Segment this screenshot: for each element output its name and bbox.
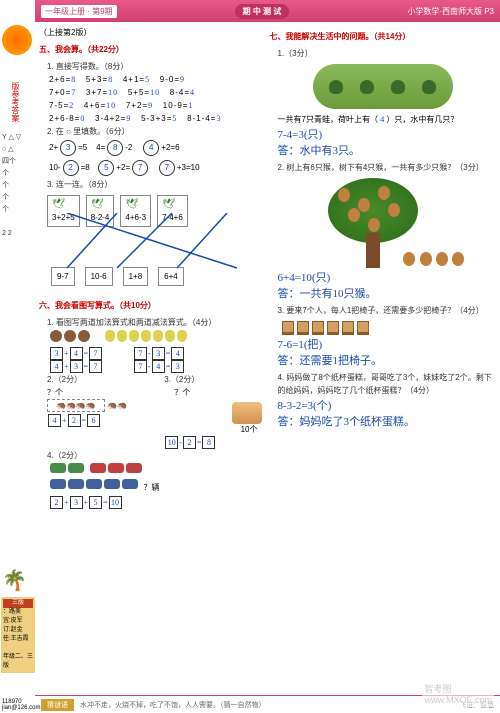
q1-title: 1.（3分） [278, 47, 497, 60]
main-content: 一年级上册 · 第9期 期 中 测 试 小学数学·西南师大版 P3 （上接第2版… [35, 0, 500, 713]
connect-puzzle: 🕊3+2+5🕊8-2-4🕊4+6-3🕊7-4+6 9-710-61+86+4 [39, 195, 266, 295]
q1-calc: 7-4=3(只) [278, 129, 497, 142]
frog-image [313, 64, 453, 109]
header-center: 期 中 测 试 [235, 4, 290, 19]
s5-2-title: 2. 在 ○ 里填数。（6分） [47, 125, 266, 138]
q1-text: 一共有7只青蛙，荷叶上有（ 4 ）只，水中有几只？ [278, 113, 497, 126]
continue-note: （上接第2版） [39, 26, 266, 39]
palm-decoration: 🌴 [2, 568, 27, 593]
q2-answer: 答：一共有10只猴。 [278, 288, 497, 301]
s5-3-title: 3. 连一连。（8分） [47, 178, 266, 191]
footer-label: 猜谜语 [41, 699, 74, 711]
q3-answer: 答：还需要1把椅子。 [278, 355, 497, 368]
s5-1-title: 1. 直接写得数。（8分） [47, 60, 266, 73]
footer-text: 水冲不走，火烧不掉，吃了不饱，人人需要。（猜一自然物） [80, 700, 266, 710]
header-right: 小学数学·西南师大版 P3 [407, 6, 494, 17]
s6-3-title: 3.（2分） [164, 373, 265, 386]
q4-answer: 答：妈妈吃了3个纸杯蛋糕。 [278, 416, 497, 429]
car-rows: ？辆 [49, 462, 266, 494]
page-header: 一年级上册 · 第9期 期 中 测 试 小学数学·西南师大版 P3 [35, 0, 500, 22]
q4-calc: 8-3-2=3(个) [278, 400, 497, 413]
q1-answer: 答：水中有3只。 [278, 145, 497, 158]
s6-1-title: 1. 看图写两道加法算式和两道减法算式。（4分） [47, 316, 266, 329]
circle-fill: 2+3=5 4=8-2 4+2=6 10-2=8 5+2=7 7+3=10 [49, 138, 266, 178]
q4-title: 4. 妈妈做了8个纸杯蛋糕，哥哥吃了3个，妹妹吃了2个。剩下的给妈妈，妈妈吃了几… [278, 371, 497, 397]
section-7-title: 七、我能解决生活中的问题。（共14分） [270, 30, 497, 43]
q2-title: 2. 树上有6只猴，树下有4只猴，一共有多少只猴？（3分） [278, 161, 497, 174]
math-grid: 2+6=8 5+3=8 4+1=5 9-0=9 7+0=7 3+7=10 5+5… [39, 73, 266, 125]
sidebar-ref-label: 版参考答案 [10, 82, 21, 122]
section-5-title: 五、我会算。（共22分） [39, 43, 266, 56]
owl-pear-row [49, 329, 266, 347]
credits-title: 三版 [3, 599, 33, 608]
s6-2-title: 2.（2分） [47, 373, 148, 386]
tree-image [308, 178, 458, 268]
q2-calc: 6+4=10(只) [278, 272, 497, 285]
sidebar-symbols: Y △ ▽ ○ △ 四个 个 个 个 个 2 2 [2, 132, 33, 240]
sun-decoration [2, 25, 32, 55]
sidebar: 版参考答案 Y △ ▽ ○ △ 四个 个 个 个 个 2 2 🌴 三版 ：路美 … [0, 0, 35, 713]
s6-3-image: ？个 10个 [164, 386, 265, 436]
right-column: 七、我能解决生活中的问题。（共14分） 1.（3分） 一共有7只青蛙，荷叶上有（… [270, 26, 497, 691]
q3-title: 3. 要来7个人，每人1把椅子，还需要多少把椅子？（4分） [278, 304, 497, 317]
left-column: （上接第2版） 五、我会算。（共22分） 1. 直接写得数。（8分） 2+6=8… [39, 26, 266, 691]
credits-text: ：路美 宜:皮军 订:赵金 任:王吉霞 年级二、三版 [3, 608, 33, 671]
s6-4-title: 4.（2分） [47, 449, 266, 462]
header-left: 一年级上册 · 第9期 [41, 5, 117, 18]
q3-calc: 7-6=1(把) [278, 339, 497, 352]
credits-box: 三版 ：路美 宜:皮军 订:赵金 任:王吉霞 年级二、三版 [1, 597, 35, 673]
s6-1-answers: 3+4=74+3=7 7-3=47-4=3 [49, 347, 266, 373]
s6-23-row: 2.（2分） ？个 🦔🦔🦔🦔 🦔🦔 4+2=6 3.（2分） ？个 10个 10… [39, 373, 266, 449]
sidebar-contact: 118970 jian@126.com [2, 699, 40, 711]
chair-image [282, 321, 497, 335]
watermark: 智考图 www.MXQE.com [422, 680, 494, 707]
section-6-title: 六、我会看图写算式。（共10分） [39, 299, 266, 312]
